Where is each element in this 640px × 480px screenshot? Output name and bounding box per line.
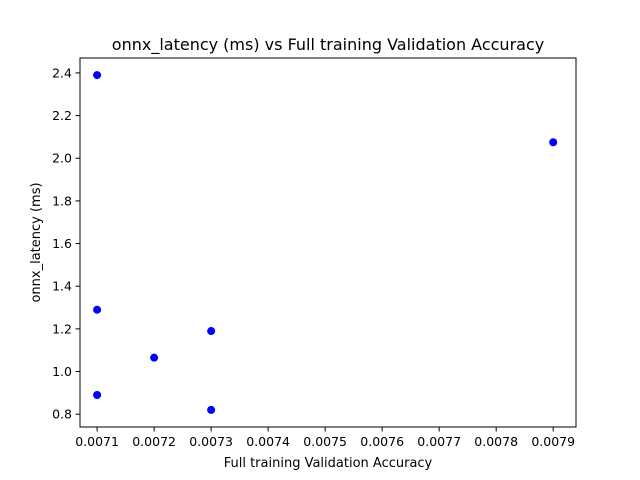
y-tick-label: 2.4: [52, 65, 72, 80]
x-tick-label: 0.0075: [303, 434, 347, 449]
y-tick-label: 1.0: [52, 364, 72, 379]
y-axis-label: onnx_latency (ms): [29, 182, 44, 302]
y-tick-label: 2.0: [52, 151, 72, 166]
y-tick-label: 1.8: [52, 193, 72, 208]
x-tick-label: 0.0076: [360, 434, 404, 449]
data-point: [207, 327, 216, 336]
y-axis-ticks: 0.8 1.0 1.2 1.4 1.6 1.8 2.0 2.2 2.4: [52, 65, 80, 422]
plot-frame: [79, 57, 577, 428]
data-points: [93, 71, 558, 414]
y-tick-label: 0.8: [52, 407, 72, 422]
data-point: [93, 391, 102, 400]
y-tick-label: 1.4: [52, 279, 72, 294]
plot-background: [80, 58, 576, 427]
y-tick-label: 1.6: [52, 236, 72, 251]
data-point: [93, 71, 102, 80]
y-tick-label: 2.2: [52, 108, 72, 123]
x-tick-label: 0.0074: [246, 434, 290, 449]
chart-title: onnx_latency (ms) vs Full training Valid…: [112, 35, 544, 55]
data-point: [549, 138, 558, 147]
y-tick-label: 1.2: [52, 321, 72, 336]
data-point: [93, 305, 102, 314]
x-tick-label: 0.0079: [531, 434, 575, 449]
x-axis-label: Full training Validation Accuracy: [224, 456, 433, 471]
plot-area: [80, 58, 576, 427]
data-point: [207, 405, 216, 414]
x-tick-label: 0.0071: [75, 434, 119, 449]
x-tick-label: 0.0078: [474, 434, 518, 449]
x-tick-label: 0.0072: [132, 434, 176, 449]
x-axis-ticks: 0.0071 0.0072 0.0073 0.0074 0.0075 0.0076 0.00…: [75, 427, 575, 449]
x-tick-label: 0.0073: [189, 434, 233, 449]
x-tick-label: 0.0077: [417, 434, 461, 449]
data-point: [150, 353, 159, 362]
